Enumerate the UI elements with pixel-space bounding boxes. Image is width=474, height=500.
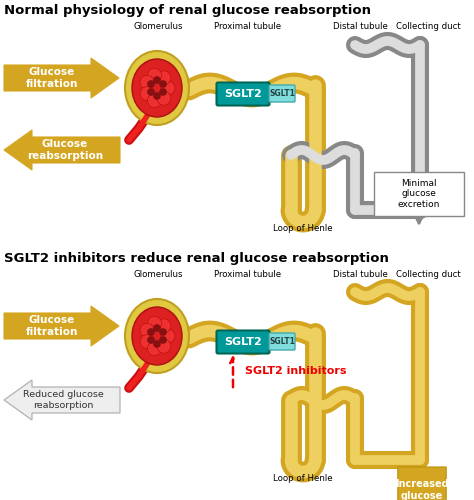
Circle shape: [160, 328, 166, 336]
Ellipse shape: [132, 307, 182, 365]
Circle shape: [140, 86, 154, 101]
Text: Glucose
filtration: Glucose filtration: [26, 67, 78, 89]
Text: Increased
glucose
exretion: Increased glucose exretion: [395, 479, 449, 500]
Text: Reduced glucose
reabsorption: Reduced glucose reabsorption: [23, 390, 103, 409]
Ellipse shape: [132, 59, 182, 117]
Text: Glomerulus: Glomerulus: [133, 270, 183, 279]
Circle shape: [147, 94, 162, 108]
Ellipse shape: [125, 51, 189, 125]
Circle shape: [147, 80, 155, 87]
Circle shape: [140, 334, 154, 348]
FancyBboxPatch shape: [269, 333, 295, 350]
Circle shape: [147, 316, 162, 330]
Circle shape: [160, 336, 166, 344]
Circle shape: [154, 340, 161, 347]
Text: Loop of Henle: Loop of Henle: [273, 474, 333, 483]
Polygon shape: [4, 58, 119, 98]
Text: Collecting duct: Collecting duct: [396, 22, 460, 31]
Text: SGLT2: SGLT2: [224, 337, 262, 347]
Circle shape: [154, 92, 161, 100]
Text: Loop of Henle: Loop of Henle: [273, 224, 333, 233]
Circle shape: [157, 319, 171, 333]
Polygon shape: [384, 467, 459, 500]
Polygon shape: [4, 380, 120, 420]
Circle shape: [154, 324, 161, 332]
Circle shape: [140, 324, 154, 338]
Text: Distal tubule: Distal tubule: [333, 270, 387, 279]
FancyBboxPatch shape: [217, 330, 270, 353]
FancyBboxPatch shape: [374, 172, 464, 216]
Text: SGLT2: SGLT2: [224, 89, 262, 99]
Polygon shape: [4, 306, 119, 346]
Text: Glomerulus: Glomerulus: [133, 22, 183, 31]
Circle shape: [160, 80, 166, 87]
Circle shape: [147, 342, 162, 355]
Text: Glucose
filtration: Glucose filtration: [26, 315, 78, 337]
Circle shape: [147, 328, 155, 336]
Text: Proximal tubule: Proximal tubule: [214, 22, 282, 31]
Text: Collecting duct: Collecting duct: [396, 270, 460, 279]
Text: Minimal
glucose
excretion: Minimal glucose excretion: [398, 179, 440, 209]
Text: SGLT1: SGLT1: [269, 89, 295, 98]
FancyBboxPatch shape: [217, 82, 270, 106]
Ellipse shape: [125, 299, 189, 373]
Polygon shape: [4, 130, 120, 170]
Text: Proximal tubule: Proximal tubule: [214, 270, 282, 279]
Text: SGLT1: SGLT1: [269, 337, 295, 346]
Circle shape: [157, 71, 171, 85]
Circle shape: [157, 339, 171, 353]
Circle shape: [161, 329, 175, 343]
Circle shape: [140, 76, 154, 90]
FancyBboxPatch shape: [269, 85, 295, 102]
Circle shape: [147, 68, 162, 82]
Text: Glucose
reabsorption: Glucose reabsorption: [27, 139, 103, 161]
Circle shape: [147, 88, 155, 96]
Circle shape: [157, 91, 171, 105]
Circle shape: [161, 81, 175, 95]
Circle shape: [147, 336, 155, 344]
Text: SGLT2 inhibitors: SGLT2 inhibitors: [245, 366, 346, 376]
Text: SGLT2 inhibitors reduce renal glucose reabsorption: SGLT2 inhibitors reduce renal glucose re…: [4, 252, 389, 265]
Circle shape: [154, 76, 161, 84]
Text: Normal physiology of renal glucose reabsorption: Normal physiology of renal glucose reabs…: [4, 4, 371, 17]
Text: Distal tubule: Distal tubule: [333, 22, 387, 31]
Circle shape: [160, 88, 166, 96]
